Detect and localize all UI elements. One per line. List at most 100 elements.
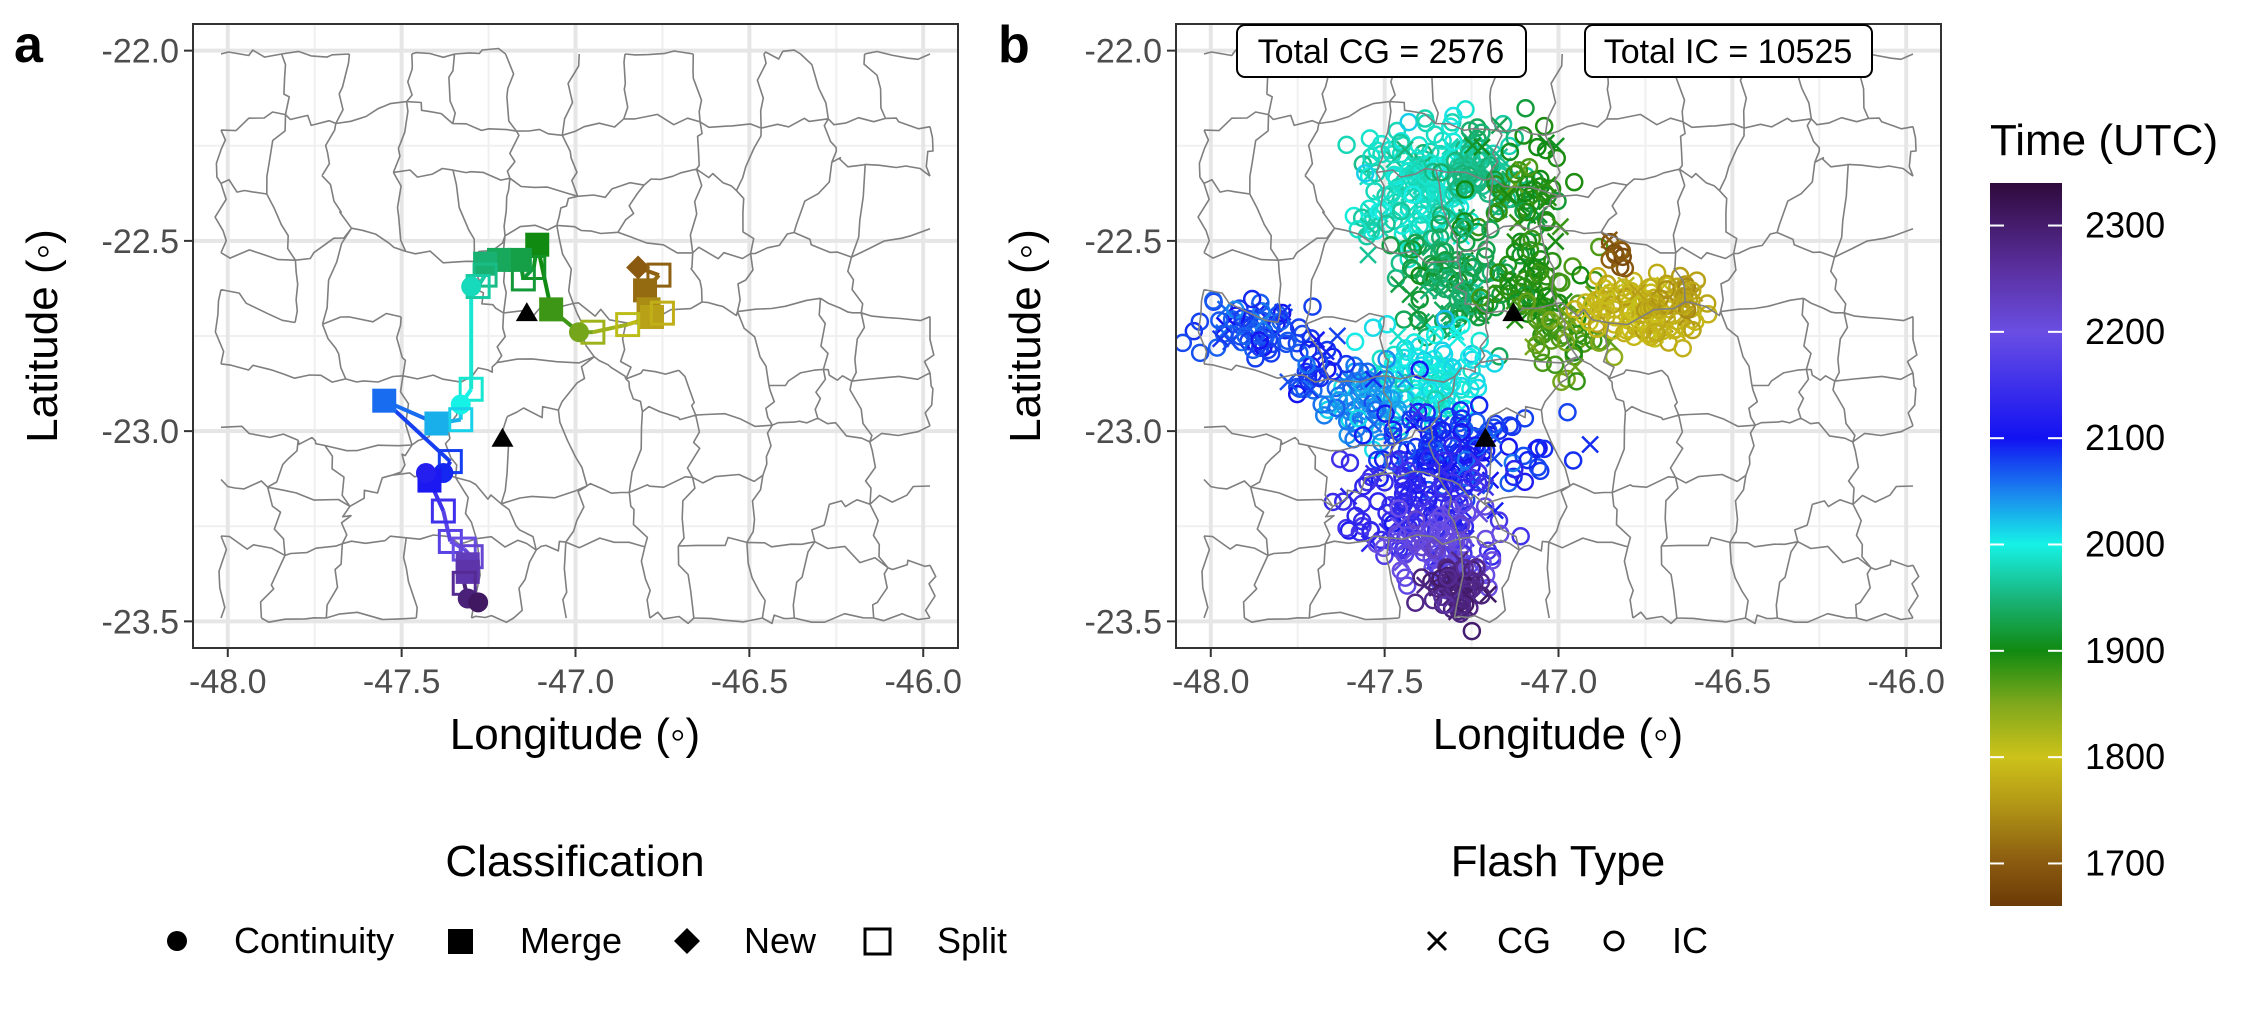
x-tick-label: -48.0 [1172, 663, 1250, 701]
flash-ic [1395, 492, 1414, 512]
flash-ic [1657, 274, 1676, 294]
flash-ic [1387, 524, 1407, 544]
flash-ic [1440, 376, 1459, 396]
flash-ic [1446, 532, 1466, 551]
track-point-merge [539, 297, 564, 322]
flash-cg [1328, 326, 1347, 345]
track-point-split [437, 528, 463, 554]
flash-cg [1498, 185, 1517, 204]
flash-ic [1334, 492, 1353, 511]
track-point-continuity [461, 276, 482, 297]
flash-ic [1534, 116, 1554, 136]
panel-a-stations [491, 302, 538, 447]
flash-cg [1486, 501, 1504, 520]
flash-cg [1421, 238, 1440, 257]
flash-ic [1430, 214, 1449, 234]
flash-ic [1541, 311, 1560, 330]
flash-ic [1425, 325, 1445, 345]
flash-ic [1597, 286, 1616, 305]
flash-ic [1410, 266, 1429, 285]
flash-ic [1530, 307, 1549, 327]
y-tick-label: -23.5 [1085, 603, 1163, 641]
flash-cg [1359, 246, 1377, 264]
panel-a: a -48.0 -47.5 -47.0 -46.5 -46.0 -22.0 -22.5 -23… [14, 16, 962, 759]
flash-ic [1528, 264, 1548, 283]
flash-ic [1471, 572, 1491, 592]
flash-ic [1671, 296, 1690, 315]
flash-ic [1340, 453, 1360, 473]
panel-b-municipal-boundaries [1197, 47, 1920, 625]
flash-cg [1668, 322, 1687, 341]
flash-cg [1518, 256, 1536, 274]
flash-ic [1406, 510, 1426, 529]
track-point-split [430, 498, 456, 524]
flash-ic [1366, 400, 1385, 420]
flash-cg [1425, 323, 1444, 342]
flash-cg [1317, 342, 1335, 361]
flash-cg [1254, 312, 1272, 331]
flash-ic [1462, 621, 1482, 641]
flash-cg [1273, 303, 1292, 322]
flash-ic [1503, 417, 1522, 437]
y-tick-label: -23.0 [102, 413, 180, 451]
flash-cg [1470, 505, 1489, 523]
flash-ic [1505, 164, 1524, 184]
flash-ic [1431, 569, 1450, 588]
flash-ic [1435, 309, 1455, 329]
flash-ic [1472, 586, 1491, 605]
legend-classification-title: Classification [445, 837, 704, 886]
legend-continuity-label: Continuity [234, 920, 394, 961]
flash-ic [1150, 300, 1166, 316]
flash-ic [1451, 515, 1471, 534]
flash-ic [1549, 272, 1568, 291]
flash-ic [1531, 461, 1550, 481]
flash-ic [1394, 373, 1413, 393]
flash-ic [1645, 322, 1665, 342]
flash-ic [1391, 133, 1410, 153]
flash-ic [1370, 468, 1389, 488]
legend-ic-symbol [1603, 930, 1625, 952]
flash-ic [1463, 560, 1482, 580]
flash-ic [1564, 172, 1584, 192]
flash-ic [1451, 401, 1470, 420]
flash-cg [1581, 435, 1600, 454]
flash-ic [1444, 106, 1463, 126]
flash-ic [1272, 303, 1292, 323]
flash-ic [1517, 202, 1537, 222]
flash-ic [1420, 381, 1440, 400]
legend-continuity-symbol [167, 931, 187, 951]
flash-ic [1376, 370, 1396, 389]
flash-ic [1222, 310, 1242, 329]
flash-ic [1548, 191, 1567, 211]
flash-ic [1571, 266, 1590, 285]
panel-a-label: a [14, 16, 44, 74]
x-tick-label: -47.5 [363, 663, 441, 701]
flash-ic [1558, 402, 1577, 422]
flash-ic [1590, 237, 1609, 257]
panel-b-xlabel: Longitude (◦) [1433, 710, 1683, 759]
flash-ic [1485, 354, 1504, 373]
flash-ic [1453, 291, 1473, 310]
annotation-total-ic-text: Total IC = 10525 [1604, 33, 1853, 71]
panel-b-axes: -48.0 -47.5 -47.0 -46.5 -46.0 -22.0 -22.5 -23.0… [1085, 33, 1945, 701]
panel-a-track [372, 232, 675, 613]
panel-b: b -48.0 -47.5 -47.0 -46.5 -46.0 -22.0 -22.5 -23… [998, 16, 1945, 759]
flash-ic [1318, 395, 1338, 414]
flash-ic [1612, 241, 1632, 261]
flash-ic [1363, 318, 1383, 337]
flash-cg [1628, 283, 1647, 301]
flash-ic [1358, 473, 1377, 492]
flash-ic [1545, 355, 1565, 375]
flash-ic [1278, 331, 1297, 351]
flash-ic [1563, 451, 1583, 470]
flash-ic [1516, 98, 1535, 118]
y-tick-label: -23.0 [1085, 413, 1163, 451]
flash-ic [1356, 164, 1375, 183]
radar-station-marker [515, 302, 538, 322]
colorbar-tick-label: 1700 [2085, 842, 2165, 883]
track-point-merge [424, 411, 449, 436]
flash-ic [1337, 354, 1356, 374]
flash-ic [1345, 332, 1365, 352]
flash-ic [1443, 436, 1462, 456]
track-point-merge [507, 247, 532, 272]
